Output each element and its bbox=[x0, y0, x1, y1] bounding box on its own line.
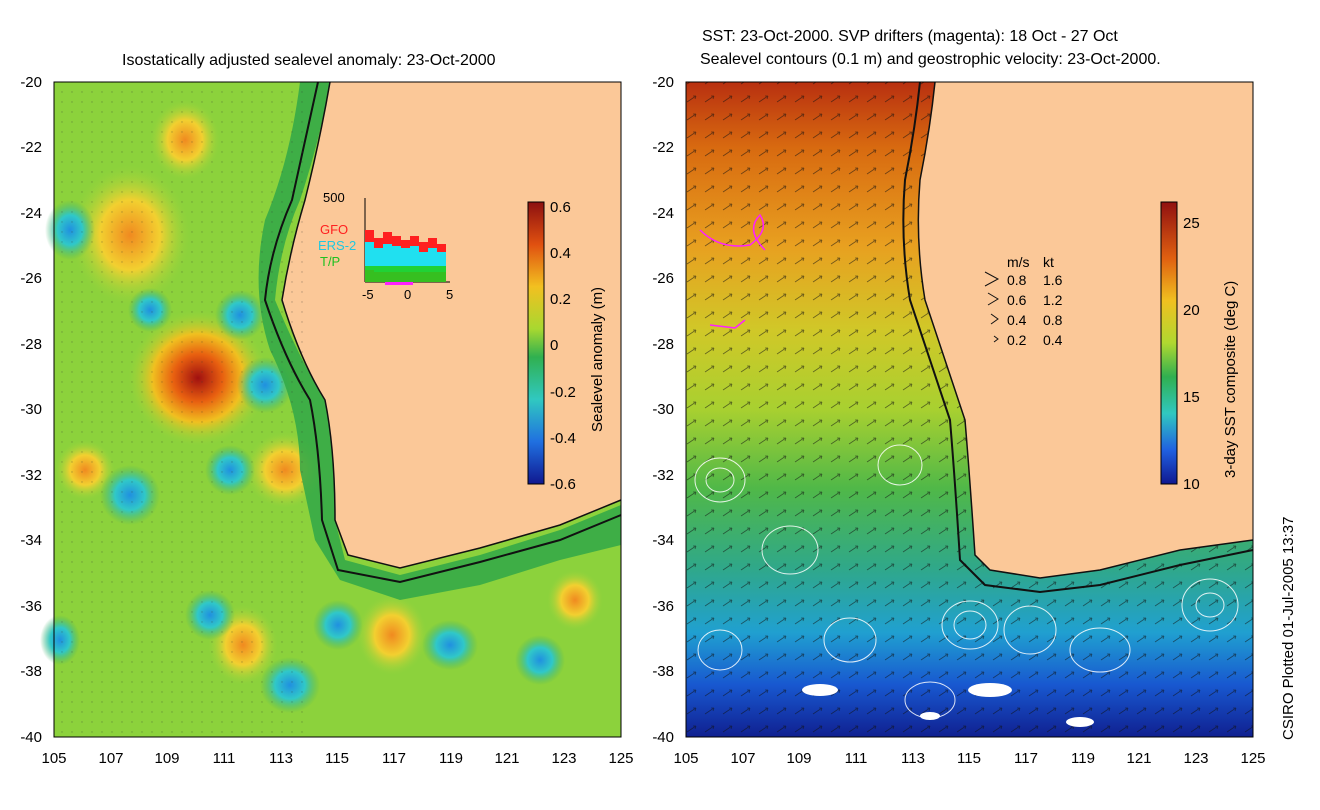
left-ytick: -22 bbox=[20, 139, 42, 156]
left-xtick: 113 bbox=[269, 750, 293, 767]
right-map-title-line1: SST: 23-Oct-2000. SVP drifters (magenta)… bbox=[702, 28, 1118, 45]
right-ytick: -26 bbox=[652, 270, 674, 287]
left-cbar-tick: 0.6 bbox=[550, 199, 571, 216]
left-map bbox=[40, 81, 622, 738]
right-ytick: -34 bbox=[652, 532, 674, 549]
right-colorbar-label: 3-day SST composite (deg C) bbox=[1222, 280, 1239, 478]
left-ytick: -34 bbox=[20, 532, 42, 549]
left-cbar-tick: 0.2 bbox=[550, 291, 571, 308]
velocity-row-kt: 1.2 bbox=[1043, 292, 1063, 308]
inset-xtick: -5 bbox=[362, 287, 374, 302]
right-xtick: 119 bbox=[1071, 750, 1095, 767]
left-map-frame bbox=[53, 81, 622, 738]
velocity-row-ms: 0.2 bbox=[1007, 332, 1027, 348]
inset-xtick: 0 bbox=[404, 287, 412, 302]
velocity-row-ms: 0.6 bbox=[1007, 292, 1027, 308]
left-xtick: 107 bbox=[98, 750, 124, 767]
left-xtick: 119 bbox=[439, 750, 463, 767]
inset-legend-ers2: ERS-2 bbox=[318, 238, 357, 253]
right-ytick: -38 bbox=[652, 663, 674, 680]
left-ytick: -28 bbox=[20, 336, 42, 353]
right-isobath bbox=[902, 81, 1254, 594]
right-ytick: -24 bbox=[652, 205, 674, 222]
right-map-frame bbox=[685, 81, 1254, 738]
right-xtick: 107 bbox=[730, 750, 756, 767]
inset-xtick: 5 bbox=[446, 287, 454, 302]
left-ytick: -38 bbox=[20, 663, 42, 680]
right-coastline bbox=[917, 81, 1254, 579]
velocity-row-ms: 0.4 bbox=[1007, 312, 1027, 328]
right-xtick: 117 bbox=[1014, 750, 1038, 767]
left-xtick: 115 bbox=[325, 750, 349, 767]
inset-bars bbox=[365, 230, 446, 282]
right-xtick: 125 bbox=[1240, 750, 1266, 767]
left-ytick: -40 bbox=[20, 729, 42, 746]
right-ytick: -28 bbox=[652, 336, 674, 353]
right-xtick: 115 bbox=[957, 750, 981, 767]
right-ytick: -30 bbox=[652, 401, 674, 418]
left-xtick: 123 bbox=[551, 750, 577, 767]
right-xtick: 123 bbox=[1183, 750, 1209, 767]
left-xtick: 111 bbox=[212, 750, 236, 767]
left-cbar-tick: -0.6 bbox=[550, 476, 576, 493]
right-ytick: -40 bbox=[652, 729, 674, 746]
left-ytick: -30 bbox=[20, 401, 42, 418]
left-ytick: -36 bbox=[20, 598, 42, 615]
right-cbar-tick: 10 bbox=[1183, 476, 1200, 493]
right-colorbar bbox=[1160, 201, 1178, 485]
left-xtick: 125 bbox=[608, 750, 634, 767]
left-cbar-tick: 0 bbox=[550, 337, 559, 354]
right-ytick: -32 bbox=[652, 467, 674, 484]
left-cbar-tick: -0.4 bbox=[550, 430, 576, 447]
left-colorbar-label: Sealevel anomaly (m) bbox=[589, 286, 606, 432]
sealevel-contours bbox=[694, 444, 1239, 719]
right-xtick: 113 bbox=[901, 750, 925, 767]
cloud-patches bbox=[802, 683, 1094, 727]
left-ytick: -26 bbox=[20, 270, 42, 287]
right-map bbox=[685, 81, 1254, 738]
right-map-title-line2: Sealevel contours (0.1 m) and geostrophi… bbox=[700, 51, 1161, 68]
inset-ymax-label: 500 bbox=[323, 190, 345, 205]
left-xtick: 105 bbox=[41, 750, 67, 767]
velocity-row-kt: 1.6 bbox=[1043, 272, 1063, 288]
right-cbar-tick: 25 bbox=[1183, 215, 1200, 232]
velocity-header-kt: kt bbox=[1043, 254, 1054, 270]
left-cbar-tick: -0.2 bbox=[550, 384, 576, 401]
velocity-header-ms: m/s bbox=[1007, 254, 1030, 270]
velocity-legend-arrows bbox=[984, 271, 1000, 343]
velocity-row-kt: 0.4 bbox=[1043, 332, 1063, 348]
right-ytick: -20 bbox=[652, 74, 674, 91]
left-ytick: -32 bbox=[20, 467, 42, 484]
inset-legend-gfo: GFO bbox=[320, 222, 349, 237]
velocity-row-kt: 0.8 bbox=[1043, 312, 1063, 328]
svp-drifter-tracks bbox=[699, 213, 766, 329]
right-xtick: 105 bbox=[673, 750, 699, 767]
left-ytick: -20 bbox=[20, 74, 42, 91]
right-cbar-tick: 15 bbox=[1183, 389, 1200, 406]
right-xtick: 121 bbox=[1126, 750, 1152, 767]
right-xtick: 111 bbox=[844, 750, 868, 767]
left-xtick: 109 bbox=[154, 750, 180, 767]
velocity-row-ms: 0.8 bbox=[1007, 272, 1027, 288]
left-cbar-tick: 0.4 bbox=[550, 245, 571, 262]
inset-legend-tp: T/P bbox=[320, 254, 341, 269]
left-map-title: Isostatically adjusted sealevel anomaly:… bbox=[122, 52, 496, 69]
left-xtick: 121 bbox=[494, 750, 520, 767]
right-cbar-tick: 20 bbox=[1183, 302, 1200, 319]
left-xtick: 117 bbox=[382, 750, 406, 767]
altimeter-inset bbox=[364, 198, 450, 285]
left-ytick: -24 bbox=[20, 205, 42, 222]
right-ytick: -22 bbox=[652, 139, 674, 156]
right-xtick: 109 bbox=[786, 750, 812, 767]
right-ytick: -36 bbox=[652, 598, 674, 615]
plot-credit: CSIRO Plotted 01-Jul-2005 13:37 bbox=[1280, 516, 1297, 740]
left-colorbar bbox=[527, 201, 545, 485]
